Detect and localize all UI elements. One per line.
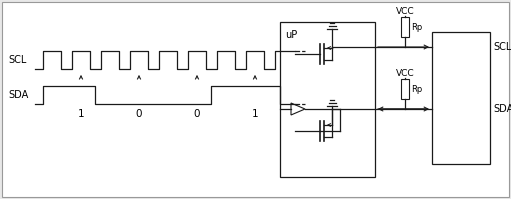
Text: Rp: Rp (411, 85, 422, 94)
Text: 0: 0 (136, 109, 142, 119)
Text: SCL: SCL (493, 42, 511, 52)
Text: VCC: VCC (396, 7, 414, 16)
Text: SDA: SDA (493, 104, 511, 114)
Text: Rp: Rp (411, 22, 422, 31)
Bar (432, 32, 490, 164)
Bar (280, 22, 375, 177)
Text: SCL: SCL (8, 55, 27, 65)
Text: VCC: VCC (396, 69, 414, 78)
Bar (401, 79, 409, 99)
Text: 1: 1 (78, 109, 84, 119)
Text: 0: 0 (194, 109, 200, 119)
Text: SDA: SDA (8, 90, 28, 100)
Bar (401, 17, 409, 37)
Text: uP: uP (285, 30, 297, 40)
Text: 1: 1 (252, 109, 259, 119)
